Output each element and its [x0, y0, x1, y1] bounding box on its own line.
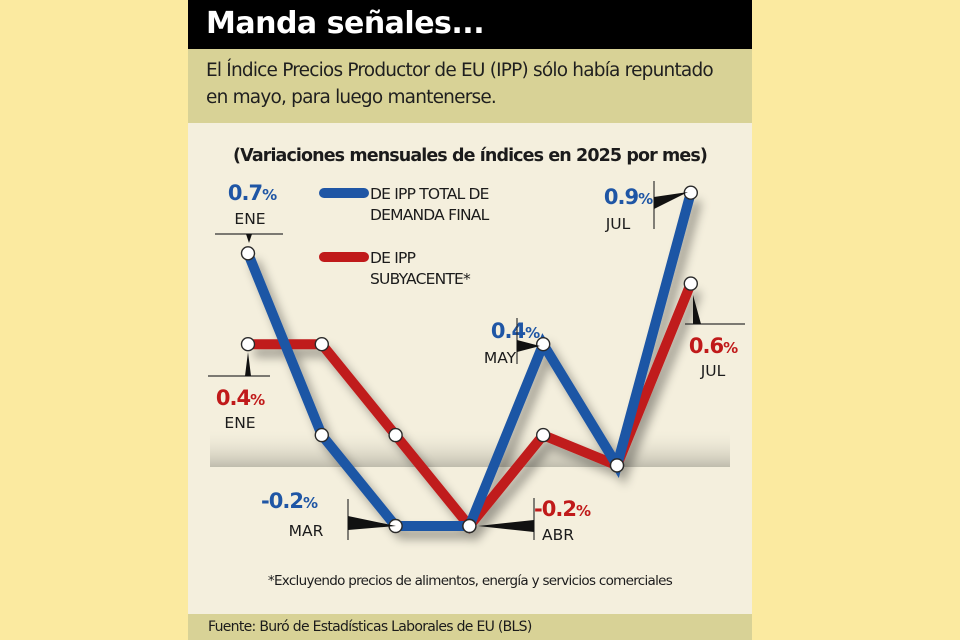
- data-point: [240, 337, 256, 352]
- data-label-abr: -0.2% ABR: [478, 497, 592, 544]
- legend: DE IPP TOTAL DE DEMANDA FINAL DE IPP SUBYAC…: [319, 185, 490, 288]
- subtitle: El Índice Precios Productor de EU (IPP) …: [206, 60, 714, 108]
- month-label: ENE: [234, 210, 265, 228]
- title-bar: Manda señales...: [188, 0, 752, 49]
- source-text: Fuente: Buró de Estadísticas Laborales d…: [208, 619, 532, 635]
- data-point: [240, 246, 256, 261]
- data-label-may: 0.4% MAY: [484, 318, 541, 367]
- pointer: [245, 352, 251, 376]
- line-chart: DE IPP TOTAL DE DEMANDA FINAL DE IPP SUBYAC…: [208, 181, 745, 544]
- legend-label-line1: DE IPP TOTAL DE: [370, 185, 489, 203]
- pointer: [246, 234, 252, 243]
- data-value: 0.4%: [491, 319, 540, 343]
- data-value: 0.6%: [689, 334, 738, 358]
- month-label: MAY: [484, 349, 517, 367]
- data-point: [462, 518, 477, 534]
- month-label: MAR: [289, 522, 324, 540]
- chart-title: (Variaciones mensuales de índices en 202…: [233, 146, 708, 166]
- data-value: 0.7%: [228, 181, 277, 205]
- data-point: [609, 458, 625, 473]
- data-label-ene: 0.4% ENE: [208, 352, 270, 432]
- legend-label-line1: DE IPP: [370, 249, 416, 267]
- month-label: ENE: [224, 414, 255, 432]
- month-label: JUL: [605, 215, 631, 233]
- pointer: [517, 340, 540, 352]
- series-line-ipp-total: [243, 191, 696, 531]
- data-point: [314, 427, 330, 443]
- legend-label-line2: DEMANDA FINAL: [370, 206, 490, 224]
- data-point: [536, 427, 551, 443]
- data-point: [388, 427, 403, 443]
- data-label-ene: 0.7% ENE: [215, 181, 283, 243]
- data-label-jul: 0.9% JUL: [604, 181, 688, 233]
- data-value: 0.4%: [216, 386, 265, 410]
- data-value: 0.9%: [604, 185, 653, 209]
- month-label: ABR: [542, 526, 574, 544]
- footnote: *Excluyendo precios de alimentos, energí…: [267, 573, 673, 589]
- pointer: [693, 295, 701, 324]
- legend-label-line2: SUBYACENTE*: [370, 270, 471, 288]
- subtitle-bar: El Índice Precios Productor de EU (IPP) …: [188, 49, 752, 123]
- page-title: Manda señales...: [206, 6, 485, 41]
- data-label-jul: 0.6% JUL: [685, 295, 745, 380]
- source-bar: Fuente: Buró de Estadísticas Laborales d…: [188, 614, 752, 640]
- data-point: [314, 337, 330, 352]
- pointer: [348, 516, 396, 530]
- legend-item-2: DE IPP SUBYACENTE*: [319, 249, 472, 288]
- data-value: -0.2%: [261, 489, 318, 513]
- month-label: JUL: [700, 362, 726, 380]
- data-point: [683, 276, 698, 291]
- data-value: -0.2%: [534, 497, 591, 521]
- data-label-mar: -0.2% MAR: [261, 489, 396, 540]
- infographic-card: Manda señales... El Índice Precios Produ…: [188, 0, 752, 640]
- legend-item-1: DE IPP TOTAL DE DEMANDA FINAL: [319, 185, 490, 224]
- data-point: [536, 337, 551, 352]
- pointer: [654, 192, 688, 209]
- pointer: [478, 520, 534, 532]
- zero-band: [210, 428, 730, 467]
